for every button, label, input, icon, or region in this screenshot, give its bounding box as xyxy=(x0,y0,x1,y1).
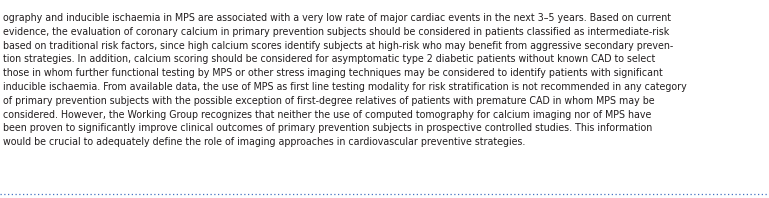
Text: those in whom further functional testing by MPS or other stress imaging techniqu: those in whom further functional testing… xyxy=(3,68,663,78)
Text: been proven to significantly improve clinical outcomes of primary prevention sub: been proven to significantly improve cli… xyxy=(3,123,652,133)
Text: considered. However, the Working Group recognizes that neither the use of comput: considered. However, the Working Group r… xyxy=(3,110,651,120)
Text: tion strategies. In addition, calcium scoring should be considered for asymptoma: tion strategies. In addition, calcium sc… xyxy=(3,54,655,64)
Text: ography and inducible ischaemia in MPS are associated with a very low rate of ma: ography and inducible ischaemia in MPS a… xyxy=(3,13,671,23)
Text: would be crucial to adequately define the role of imaging approaches in cardiova: would be crucial to adequately define th… xyxy=(3,137,525,147)
Text: based on traditional risk factors, since high calcium scores identify subjects a: based on traditional risk factors, since… xyxy=(3,41,673,51)
Text: of primary prevention subjects with the possible exception of first-degree relat: of primary prevention subjects with the … xyxy=(3,96,654,106)
Text: evidence, the evaluation of coronary calcium in primary prevention subjects shou: evidence, the evaluation of coronary cal… xyxy=(3,27,669,37)
Text: inducible ischaemia. From available data, the use of MPS as first line testing m: inducible ischaemia. From available data… xyxy=(3,82,687,92)
